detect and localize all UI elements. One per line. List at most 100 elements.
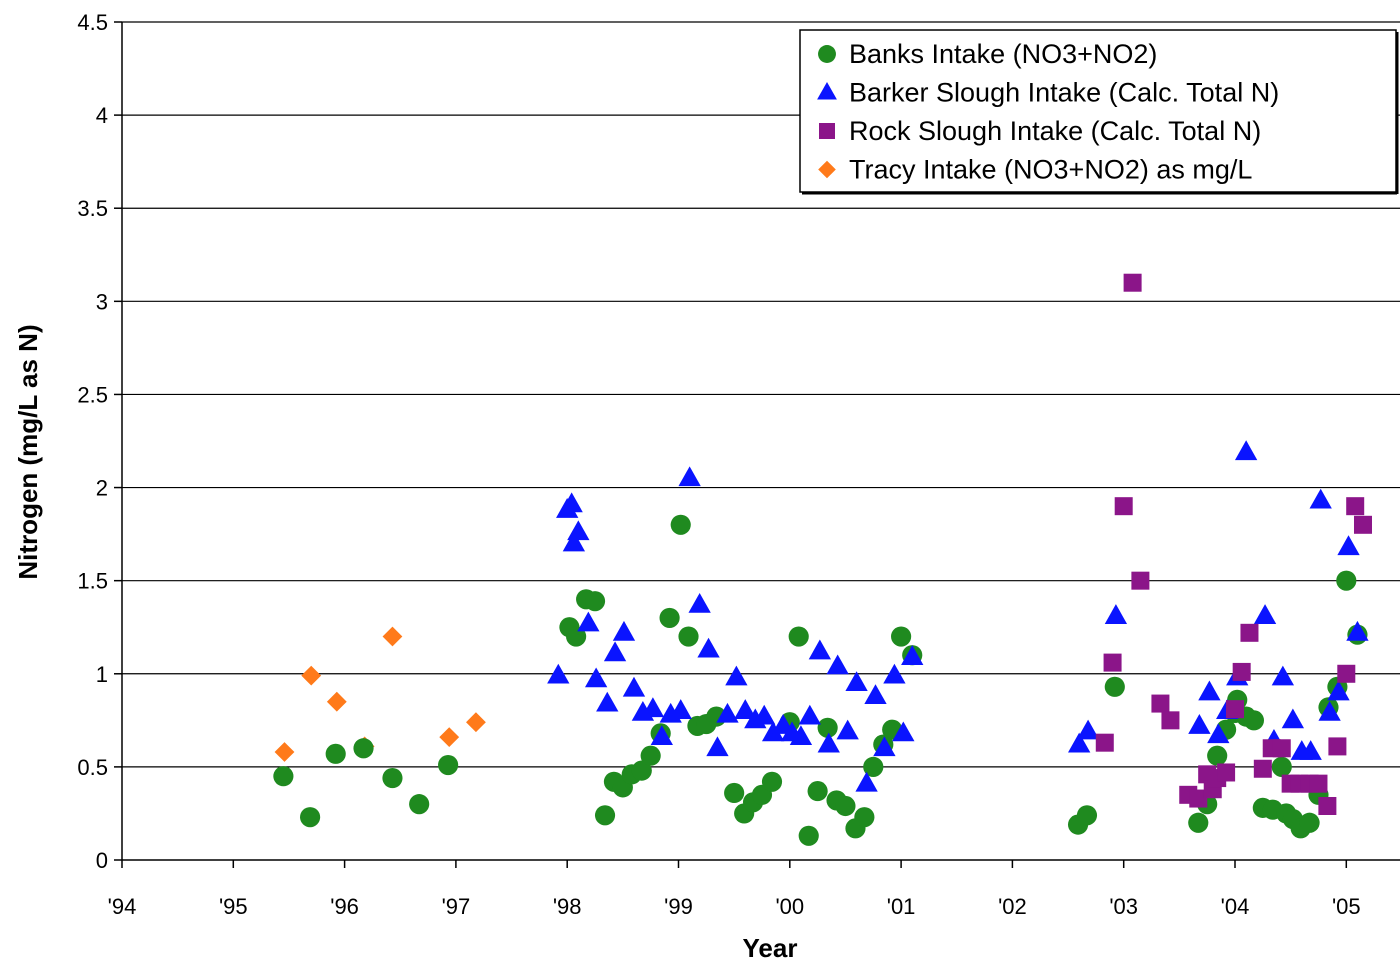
y-tick-label: 3.5 bbox=[77, 196, 108, 221]
point-triangle bbox=[864, 684, 887, 705]
point-circle bbox=[891, 626, 912, 647]
point-triangle bbox=[883, 663, 906, 684]
point-triangle bbox=[808, 639, 832, 660]
y-axis-title: Nitrogen (mg/L as N) bbox=[13, 324, 43, 579]
legend-box bbox=[799, 29, 1397, 193]
point-triangle bbox=[761, 721, 785, 742]
point-triangle bbox=[547, 663, 570, 684]
point-square bbox=[1103, 653, 1122, 672]
point-triangle bbox=[641, 697, 665, 718]
point-triangle bbox=[678, 466, 701, 487]
point-circle bbox=[1299, 812, 1320, 833]
point-diamond bbox=[439, 727, 460, 747]
point-circle bbox=[761, 771, 783, 792]
point-triangle bbox=[716, 702, 739, 723]
x-tick-label: '04 bbox=[1221, 894, 1250, 919]
legend-marker-diamond bbox=[818, 160, 836, 179]
point-triangle bbox=[725, 665, 748, 686]
point-triangle bbox=[612, 620, 636, 641]
point-triangle bbox=[1253, 604, 1277, 624]
point-triangle bbox=[603, 641, 627, 662]
point-triangle bbox=[584, 667, 608, 688]
point-diamond bbox=[301, 665, 322, 686]
point-square bbox=[1131, 571, 1150, 590]
point-circle bbox=[1076, 805, 1098, 826]
x-tick-label: '94 bbox=[108, 894, 137, 919]
point-triangle bbox=[892, 721, 915, 742]
point-triangle bbox=[1068, 732, 1091, 753]
point-triangle bbox=[1346, 620, 1369, 641]
point-circle bbox=[659, 607, 680, 628]
point-circle bbox=[640, 745, 661, 766]
data-points bbox=[273, 273, 1372, 846]
point-triangle bbox=[817, 732, 840, 753]
x-tick-label: '95 bbox=[219, 894, 248, 919]
point-square bbox=[1346, 497, 1365, 516]
point-triangle bbox=[706, 736, 729, 757]
point-triangle bbox=[836, 719, 859, 740]
point-triangle bbox=[789, 725, 813, 746]
point-circle bbox=[678, 626, 699, 647]
legend-label: Tracy Intake (NO3+NO2) as mg/L bbox=[849, 155, 1252, 185]
point-circle bbox=[382, 767, 403, 789]
point-triangle bbox=[1327, 680, 1350, 701]
y-tick-label: 0 bbox=[96, 848, 108, 873]
series-square bbox=[1095, 273, 1372, 815]
point-diamond bbox=[382, 626, 403, 647]
point-circle bbox=[854, 807, 875, 828]
point-circle bbox=[1207, 745, 1228, 766]
point-square bbox=[1095, 733, 1114, 752]
x-tick-label: '01 bbox=[887, 894, 916, 919]
point-triangle bbox=[1281, 708, 1305, 729]
point-triangle bbox=[622, 676, 646, 697]
point-circle bbox=[1188, 812, 1209, 833]
point-triangle bbox=[577, 611, 600, 632]
point-triangle bbox=[826, 654, 849, 675]
point-triangle bbox=[1207, 723, 1230, 744]
y-tick-label: 3 bbox=[96, 289, 108, 314]
point-circle bbox=[594, 805, 616, 826]
point-triangle bbox=[1271, 665, 1295, 686]
point-circle bbox=[863, 756, 884, 777]
point-triangle bbox=[560, 492, 583, 513]
point-square bbox=[1309, 774, 1328, 793]
tick-labels: 0 0.5 1 1.5 2 2.5 3 3.5 4 4.5 '94 '95 '96 '97 '98 '99 '0… bbox=[77, 10, 1360, 919]
x-tick-label: '97 bbox=[442, 894, 471, 919]
point-triangle bbox=[753, 704, 776, 725]
point-diamond bbox=[274, 742, 295, 762]
legend-label: Barker Slough Intake (Calc. Total N) bbox=[849, 78, 1279, 108]
point-square bbox=[1253, 759, 1272, 778]
point-triangle bbox=[1198, 680, 1221, 701]
point-square bbox=[1217, 763, 1236, 782]
axes bbox=[114, 21, 1400, 868]
point-circle bbox=[584, 591, 606, 612]
point-square bbox=[1272, 739, 1291, 758]
x-tick-label: '99 bbox=[664, 894, 693, 919]
point-square bbox=[1328, 737, 1347, 756]
point-circle bbox=[798, 825, 819, 846]
point-triangle bbox=[1337, 535, 1360, 556]
point-square bbox=[1161, 711, 1180, 730]
point-triangle bbox=[873, 736, 896, 757]
point-circle bbox=[1243, 710, 1265, 731]
point-square bbox=[1353, 515, 1372, 534]
legend-marker-square bbox=[819, 123, 835, 139]
point-triangle bbox=[1076, 719, 1100, 740]
point-square bbox=[1232, 662, 1251, 681]
x-tick-label: '96 bbox=[330, 894, 359, 919]
point-square bbox=[1318, 796, 1337, 815]
point-circle bbox=[670, 514, 691, 535]
y-tick-label: 4 bbox=[96, 103, 108, 128]
x-tick-label: '98 bbox=[553, 894, 582, 919]
x-tick-label: '02 bbox=[998, 894, 1027, 919]
point-square bbox=[1337, 664, 1356, 683]
y-tick-label: 2.5 bbox=[77, 382, 108, 407]
point-circle bbox=[438, 754, 459, 776]
point-square bbox=[1226, 700, 1244, 719]
y-tick-label: 0.5 bbox=[77, 755, 108, 780]
point-circle bbox=[325, 743, 346, 764]
point-triangle bbox=[845, 671, 868, 692]
x-tick-label: '05 bbox=[1332, 894, 1361, 919]
point-triangle bbox=[688, 592, 711, 613]
